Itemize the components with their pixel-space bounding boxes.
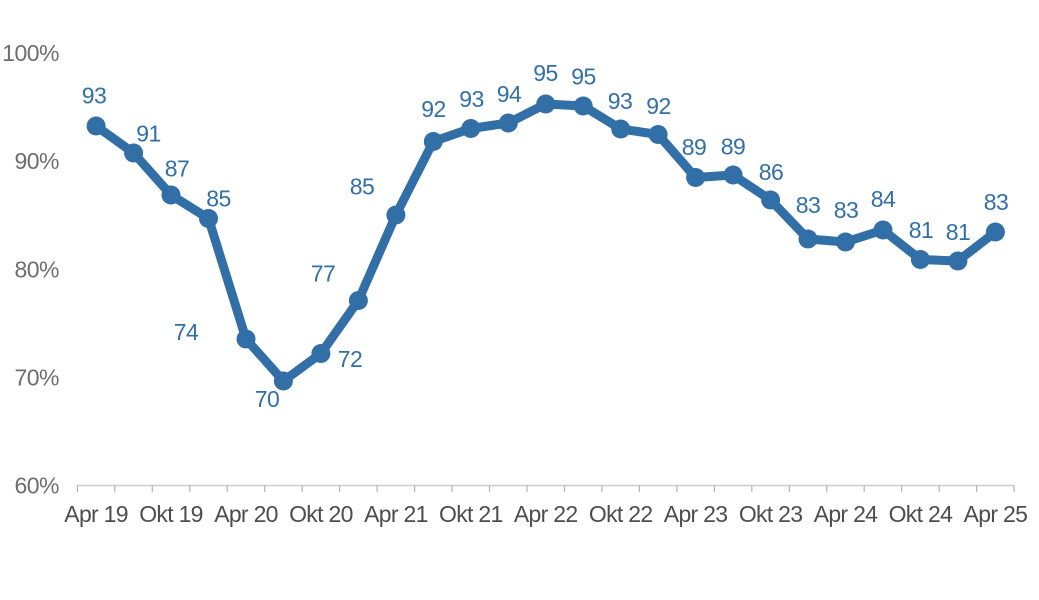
svg-text:74: 74 <box>174 319 199 345</box>
svg-text:70: 70 <box>255 386 280 412</box>
svg-text:91: 91 <box>136 120 161 146</box>
svg-text:89: 89 <box>682 134 707 160</box>
svg-text:Apr 23: Apr 23 <box>664 501 728 527</box>
svg-text:85: 85 <box>350 173 375 199</box>
svg-text:87: 87 <box>165 155 190 181</box>
svg-text:83: 83 <box>796 192 821 218</box>
svg-text:94: 94 <box>497 81 522 107</box>
svg-text:Apr 24: Apr 24 <box>814 501 878 527</box>
svg-text:80%: 80% <box>14 256 59 282</box>
svg-text:Okt 22: Okt 22 <box>589 501 653 527</box>
svg-text:72: 72 <box>338 346 363 372</box>
svg-text:Apr 21: Apr 21 <box>364 501 428 527</box>
svg-text:Apr 22: Apr 22 <box>514 501 578 527</box>
svg-text:Apr 19: Apr 19 <box>64 501 128 527</box>
svg-text:81: 81 <box>909 217 934 243</box>
svg-text:83: 83 <box>984 189 1009 215</box>
svg-text:89: 89 <box>721 133 746 159</box>
svg-text:93: 93 <box>459 86 484 112</box>
svg-text:Okt 24: Okt 24 <box>889 501 953 527</box>
svg-text:95: 95 <box>533 60 558 86</box>
svg-text:92: 92 <box>421 96 446 122</box>
svg-text:Apr 25: Apr 25 <box>964 501 1028 527</box>
svg-text:92: 92 <box>646 93 671 119</box>
svg-text:Okt 20: Okt 20 <box>289 501 353 527</box>
svg-text:100%: 100% <box>2 40 59 66</box>
svg-text:85: 85 <box>206 185 231 211</box>
svg-text:90%: 90% <box>14 148 59 174</box>
svg-text:Okt 23: Okt 23 <box>739 501 803 527</box>
svg-text:77: 77 <box>311 260 336 286</box>
svg-text:Apr 20: Apr 20 <box>214 501 278 527</box>
svg-text:Okt 19: Okt 19 <box>139 501 203 527</box>
svg-text:93: 93 <box>608 88 633 114</box>
svg-text:84: 84 <box>871 186 896 212</box>
svg-text:83: 83 <box>834 197 859 223</box>
svg-text:60%: 60% <box>14 473 59 499</box>
svg-text:81: 81 <box>946 219 971 245</box>
svg-text:93: 93 <box>82 82 107 108</box>
svg-text:70%: 70% <box>14 365 59 391</box>
svg-text:86: 86 <box>759 159 784 185</box>
svg-text:Okt 21: Okt 21 <box>439 501 503 527</box>
svg-text:95: 95 <box>571 63 596 89</box>
